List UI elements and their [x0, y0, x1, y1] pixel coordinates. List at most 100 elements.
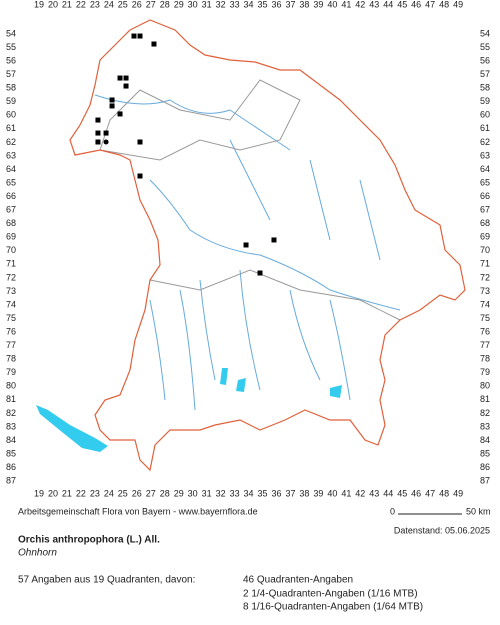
- x-label: 40: [327, 0, 337, 9]
- y-label: 83: [6, 421, 16, 431]
- y-label: 54: [480, 28, 490, 38]
- record-marker: [137, 139, 143, 145]
- x-label: 20: [48, 488, 58, 498]
- x-label: 30: [188, 0, 198, 9]
- x-label: 35: [258, 488, 268, 498]
- record-marker: [95, 117, 101, 123]
- x-label: 41: [341, 488, 351, 498]
- record-marker: [95, 130, 101, 136]
- y-label: 66: [480, 191, 490, 201]
- x-label: 26: [132, 488, 142, 498]
- x-label: 37: [285, 488, 295, 498]
- x-label: 49: [453, 0, 463, 9]
- x-label: 36: [271, 0, 281, 9]
- record-marker: [131, 33, 137, 39]
- x-label: 29: [174, 488, 184, 498]
- x-label: 43: [369, 488, 379, 498]
- y-label: 55: [480, 42, 490, 52]
- y-label: 86: [480, 462, 490, 472]
- y-label: 80: [6, 381, 16, 391]
- y-label: 79: [6, 367, 16, 377]
- x-label: 38: [299, 488, 309, 498]
- y-label: 85: [480, 448, 490, 458]
- y-label: 61: [6, 123, 16, 133]
- y-label: 81: [480, 394, 490, 404]
- bavaria-border: [69, 19, 466, 472]
- lake: [330, 385, 342, 398]
- record-marker: [257, 270, 263, 276]
- x-label: 32: [216, 0, 226, 9]
- record-marker: [117, 75, 123, 81]
- scale-end: 50 km: [466, 506, 491, 516]
- y-label: 55: [6, 42, 16, 52]
- detail: 8 1/16-Quadranten-Angaben (1/64 MTB): [243, 602, 423, 613]
- y-label: 75: [480, 313, 490, 323]
- date: Datenstand: 05.06.2025: [394, 525, 490, 535]
- x-label: 21: [62, 488, 72, 498]
- y-label: 59: [6, 96, 16, 106]
- credit: Arbeitsgemeinschaft Flora von Bayern - w…: [18, 506, 258, 516]
- y-label: 69: [6, 232, 16, 242]
- detail: 46 Quadranten-Angaben: [243, 575, 353, 586]
- x-label: 19: [34, 488, 44, 498]
- x-label: 46: [411, 0, 421, 9]
- y-label: 58: [480, 83, 490, 93]
- x-label: 23: [90, 488, 100, 498]
- summary: 57 Angaben aus 19 Quadranten, davon:: [18, 575, 195, 586]
- y-label: 69: [480, 232, 490, 242]
- y-label: 78: [480, 354, 490, 364]
- y-label: 66: [6, 191, 16, 201]
- x-label: 44: [383, 488, 393, 498]
- y-label: 62: [480, 137, 490, 147]
- district-borders: [149, 269, 401, 321]
- species: Orchis anthropophora (L.) All.: [18, 535, 160, 546]
- y-label: 68: [480, 218, 490, 228]
- x-label: 38: [299, 0, 309, 9]
- x-label: 31: [202, 488, 212, 498]
- record-marker: [123, 83, 129, 89]
- lake: [236, 378, 246, 392]
- x-label: 33: [230, 0, 240, 9]
- y-label: 68: [6, 218, 16, 228]
- x-label: 22: [76, 488, 86, 498]
- bodensee: [36, 405, 108, 452]
- y-label: 67: [6, 205, 16, 215]
- x-label: 43: [369, 0, 379, 9]
- y-label: 59: [480, 96, 490, 106]
- y-label: 77: [6, 340, 16, 350]
- x-label: 21: [62, 0, 72, 9]
- y-label: 72: [6, 272, 16, 282]
- x-label: 32: [216, 488, 226, 498]
- record-marker: [243, 242, 249, 248]
- y-label: 74: [480, 299, 490, 309]
- y-label: 65: [480, 177, 490, 187]
- x-label: 29: [174, 0, 184, 9]
- scale-start: 0: [390, 506, 395, 516]
- y-label: 71: [6, 259, 16, 269]
- y-label: 56: [6, 55, 16, 65]
- y-label: 74: [6, 299, 16, 309]
- record-marker: [151, 41, 157, 47]
- y-label: 61: [480, 123, 490, 133]
- y-label: 67: [480, 205, 490, 215]
- y-label: 70: [6, 245, 16, 255]
- record-marker: [95, 139, 101, 145]
- x-label: 42: [355, 0, 365, 9]
- x-label: 24: [104, 0, 114, 9]
- x-label: 26: [132, 0, 142, 9]
- record-marker: [109, 103, 115, 109]
- x-label: 45: [397, 488, 407, 498]
- y-label: 54: [6, 28, 16, 38]
- y-label: 76: [480, 326, 490, 336]
- x-label: 42: [355, 488, 365, 498]
- y-label: 87: [480, 476, 490, 486]
- y-label: 60: [6, 110, 16, 120]
- detail: 2 1/4-Quadranten-Angaben (1/16 MTB): [243, 589, 418, 600]
- x-label: 28: [160, 0, 170, 9]
- x-label: 31: [202, 0, 212, 9]
- rivers: [94, 94, 401, 411]
- common-name: Ohnhorn: [18, 548, 57, 559]
- x-label: 22: [76, 0, 86, 9]
- x-label: 25: [118, 0, 128, 9]
